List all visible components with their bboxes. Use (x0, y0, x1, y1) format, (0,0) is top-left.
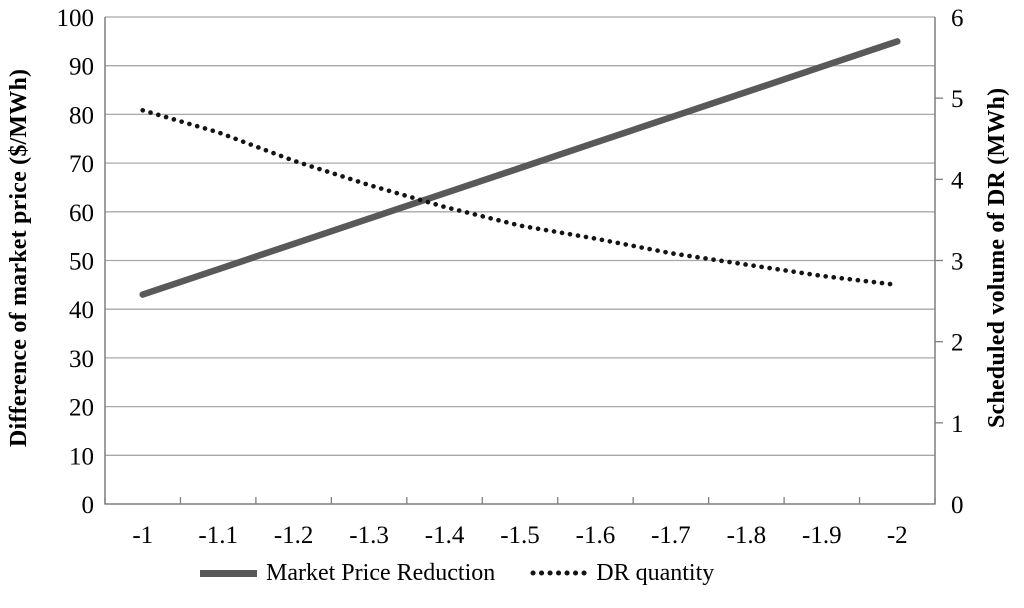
left-y-tick-label: 10 (69, 443, 94, 470)
x-tick-label: -1.9 (802, 522, 842, 549)
solid-line-sample-icon (200, 569, 257, 577)
x-tick-label: -2 (887, 522, 908, 549)
legend-label-market-price-reduction: Market Price Reduction (266, 560, 496, 586)
left-y-tick-label: 20 (69, 395, 94, 422)
x-tick-label: -1.8 (727, 522, 767, 549)
left-y-tick-label: 90 (69, 54, 94, 81)
x-tick-label: -1.5 (500, 522, 540, 549)
left-y-tick-label: 0 (82, 492, 95, 519)
x-tick-label: -1.4 (425, 522, 465, 549)
left-y-tick-label: 80 (69, 102, 94, 129)
x-tick-label: -1.7 (651, 522, 691, 549)
right-y-tick-label: 4 (951, 167, 964, 194)
right-y-tick-label: 1 (951, 411, 964, 438)
left-y-axis-title: Difference of market price ($/MWh) (6, 68, 32, 448)
left-y-tick-label: 60 (69, 200, 94, 227)
right-y-tick-label: 3 (951, 249, 964, 276)
right-y-tick-label: 0 (951, 492, 964, 519)
left-y-tick-label: 100 (57, 5, 95, 32)
dotted-line-sample-icon (530, 570, 588, 576)
x-tick-label: -1 (132, 522, 153, 549)
legend-item-dr-quantity: DR quantity (529, 561, 714, 585)
left-y-tick-label: 30 (69, 346, 94, 373)
x-tick-label: -1.3 (349, 522, 389, 549)
legend: Market Price Reduction DR quantity (200, 556, 714, 590)
legend-item-market-price-reduction: Market Price Reduction (200, 561, 495, 585)
legend-label-dr-quantity: DR quantity (596, 560, 715, 586)
right-y-axis-title: Scheduled volume of DR (MWh) (984, 87, 1010, 429)
x-tick-label: -1.2 (274, 522, 314, 549)
left-y-tick-label: 70 (69, 151, 94, 178)
x-tick-label: -1.6 (576, 522, 616, 549)
series-line-market-price-reduction (139, 38, 901, 298)
left-y-tick-label: 40 (69, 297, 94, 324)
right-y-tick-label: 2 (951, 330, 964, 357)
series-line-dr-quantity (140, 108, 900, 288)
x-tick-label: -1.1 (198, 522, 238, 549)
right-y-tick-label: 5 (951, 86, 964, 113)
right-y-tick-label: 6 (951, 5, 964, 32)
left-y-tick-label: 50 (69, 249, 94, 276)
